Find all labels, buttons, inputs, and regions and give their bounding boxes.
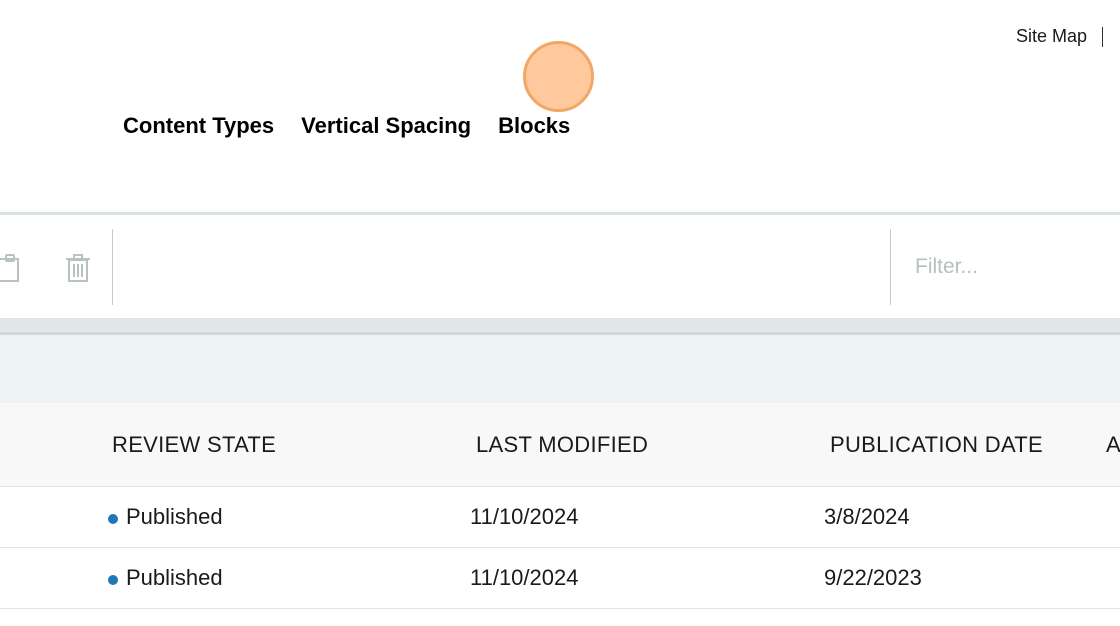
publication-date-cell: 3/8/2024 xyxy=(824,504,910,529)
review-state-cell: Published xyxy=(126,504,223,529)
filter-input[interactable] xyxy=(905,247,1120,287)
toolbar-divider xyxy=(112,229,113,305)
table-header: REVIEW STATE LAST MODIFIED PUBLICATION D… xyxy=(0,403,1120,487)
main-navigation: Content Types Vertical Spacing Blocks xyxy=(123,113,570,139)
trash-icon[interactable] xyxy=(64,253,92,283)
column-header-last-modified[interactable]: LAST MODIFIED xyxy=(476,432,649,457)
last-modified-cell: 11/10/2024 xyxy=(470,504,579,529)
contents-toolbar xyxy=(0,215,1120,318)
table-row[interactable]: Published 11/10/2024 9/22/2023 xyxy=(0,548,1120,609)
toolbar-top-border xyxy=(0,212,1120,215)
top-separator xyxy=(1102,26,1104,47)
published-status-dot xyxy=(108,575,118,585)
top-links: Site Map xyxy=(1016,26,1104,47)
table-row[interactable]: Published 11/10/2024 3/8/2024 xyxy=(0,487,1120,548)
site-map-link[interactable]: Site Map xyxy=(1016,26,1088,46)
last-modified-cell: 11/10/2024 xyxy=(470,565,579,590)
published-status-dot xyxy=(108,514,118,524)
toolbar-divider xyxy=(890,229,891,305)
nav-item-vertical-spacing[interactable]: Vertical Spacing xyxy=(301,113,472,138)
nav-item-content-types[interactable]: Content Types xyxy=(123,113,275,138)
review-state-cell: Published xyxy=(126,565,223,590)
nav-item-blocks[interactable]: Blocks xyxy=(498,113,571,138)
column-header-publication-date[interactable]: PUBLICATION DATE xyxy=(830,432,1044,457)
cursor-indicator xyxy=(523,41,594,112)
toolbar-bottom-band xyxy=(0,318,1120,332)
paste-icon[interactable] xyxy=(0,253,20,283)
band-border xyxy=(0,332,1120,335)
column-header-truncated[interactable]: A xyxy=(1106,432,1120,457)
column-header-review-state[interactable]: REVIEW STATE xyxy=(112,432,277,457)
publication-date-cell: 9/22/2023 xyxy=(824,565,922,590)
table-top-band xyxy=(0,335,1120,403)
